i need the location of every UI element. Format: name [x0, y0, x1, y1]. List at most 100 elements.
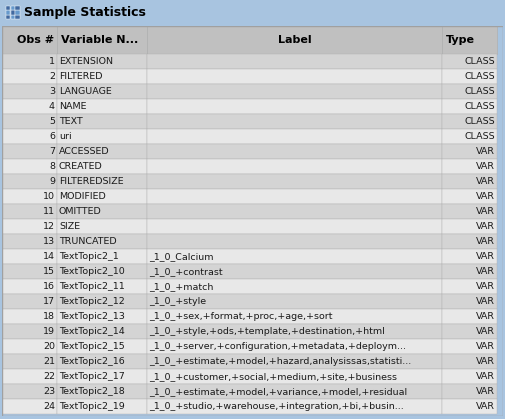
Bar: [442, 354, 497, 369]
Bar: [11, 10, 15, 15]
Bar: [2, 129, 57, 144]
Bar: [2, 279, 57, 294]
Bar: [57, 234, 147, 249]
Bar: [2, 54, 57, 69]
Text: 11: 11: [43, 207, 55, 216]
Bar: [147, 159, 442, 174]
Text: Type: Type: [446, 35, 475, 45]
Bar: [147, 174, 442, 189]
Bar: [442, 279, 497, 294]
Bar: [2, 339, 57, 354]
Bar: [442, 189, 497, 204]
Text: CLASS: CLASS: [465, 87, 495, 96]
Text: VAR: VAR: [476, 222, 495, 231]
Text: _1_0_+style: _1_0_+style: [149, 297, 206, 306]
Text: VAR: VAR: [476, 207, 495, 216]
Bar: [57, 369, 147, 384]
Text: FILTEREDSIZE: FILTEREDSIZE: [59, 177, 124, 186]
Text: CREATED: CREATED: [59, 162, 103, 171]
Bar: [57, 26, 147, 54]
Text: VAR: VAR: [476, 342, 495, 351]
Text: 7: 7: [49, 147, 55, 156]
Bar: [2, 114, 57, 129]
Bar: [2, 84, 57, 99]
Bar: [57, 84, 147, 99]
Text: CLASS: CLASS: [465, 102, 495, 111]
Text: _1_0_+estimate,+model,+hazard,analysissas,statisti...: _1_0_+estimate,+model,+hazard,analysissa…: [149, 357, 411, 366]
Bar: [147, 234, 442, 249]
Text: VAR: VAR: [476, 252, 495, 261]
Text: 14: 14: [43, 252, 55, 261]
Text: _1_0_+contrast: _1_0_+contrast: [149, 267, 223, 276]
Text: _1_0_+sex,+format,+proc,+age,+sort: _1_0_+sex,+format,+proc,+age,+sort: [149, 312, 332, 321]
Text: 12: 12: [43, 222, 55, 231]
Text: uri: uri: [59, 132, 72, 141]
Bar: [57, 189, 147, 204]
Bar: [2, 219, 57, 234]
Text: 6: 6: [49, 132, 55, 141]
Bar: [2, 189, 57, 204]
Bar: [442, 369, 497, 384]
Bar: [147, 219, 442, 234]
Bar: [2, 69, 57, 84]
Text: 24: 24: [43, 402, 55, 411]
Bar: [57, 174, 147, 189]
Bar: [15, 10, 20, 15]
Text: VAR: VAR: [476, 297, 495, 306]
Text: 3: 3: [49, 87, 55, 96]
Text: TextTopic2_16: TextTopic2_16: [59, 357, 125, 366]
Text: TextTopic2_12: TextTopic2_12: [59, 297, 125, 306]
Bar: [442, 114, 497, 129]
Bar: [442, 26, 497, 54]
Text: 21: 21: [43, 357, 55, 366]
Text: 5: 5: [49, 117, 55, 126]
Bar: [442, 54, 497, 69]
Text: 19: 19: [43, 327, 55, 336]
Bar: [442, 219, 497, 234]
Bar: [442, 174, 497, 189]
Text: TextTopic2_14: TextTopic2_14: [59, 327, 125, 336]
Bar: [2, 26, 57, 54]
Bar: [147, 249, 442, 264]
Text: _1_0_Calcium: _1_0_Calcium: [149, 252, 214, 261]
Text: _1_0_+studio,+warehouse,+integration,+bi,+busin...: _1_0_+studio,+warehouse,+integration,+bi…: [149, 402, 404, 411]
Bar: [147, 264, 442, 279]
Bar: [147, 354, 442, 369]
Text: VAR: VAR: [476, 162, 495, 171]
Bar: [2, 204, 57, 219]
Text: _1_0_+customer,+social,+medium,+site,+business: _1_0_+customer,+social,+medium,+site,+bu…: [149, 372, 397, 381]
Bar: [57, 144, 147, 159]
Bar: [442, 399, 497, 414]
Bar: [57, 294, 147, 309]
Text: LANGUAGE: LANGUAGE: [59, 87, 112, 96]
Bar: [15, 6, 20, 10]
Bar: [442, 309, 497, 324]
Bar: [147, 26, 442, 54]
Bar: [11, 15, 15, 20]
Text: VAR: VAR: [476, 327, 495, 336]
Text: 15: 15: [43, 267, 55, 276]
Text: VAR: VAR: [476, 357, 495, 366]
Bar: [442, 129, 497, 144]
Bar: [147, 309, 442, 324]
Bar: [2, 144, 57, 159]
Bar: [57, 219, 147, 234]
Text: CLASS: CLASS: [465, 72, 495, 81]
Bar: [2, 369, 57, 384]
Bar: [147, 99, 442, 114]
Text: VAR: VAR: [476, 237, 495, 246]
Bar: [147, 54, 442, 69]
Bar: [57, 54, 147, 69]
Text: TextTopic2_10: TextTopic2_10: [59, 267, 125, 276]
Bar: [2, 159, 57, 174]
Bar: [57, 159, 147, 174]
Text: 20: 20: [43, 342, 55, 351]
Bar: [442, 69, 497, 84]
Bar: [57, 204, 147, 219]
Text: TEXT: TEXT: [59, 117, 83, 126]
Text: 22: 22: [43, 372, 55, 381]
Bar: [57, 354, 147, 369]
Bar: [442, 144, 497, 159]
Bar: [442, 204, 497, 219]
Bar: [442, 99, 497, 114]
